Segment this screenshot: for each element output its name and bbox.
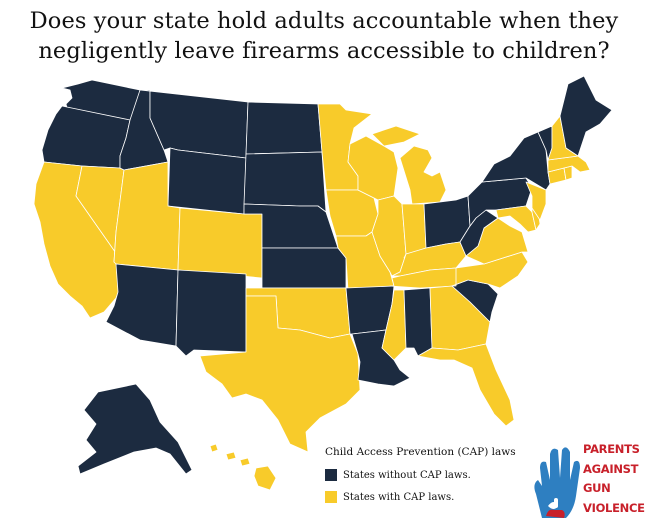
- legend-item-no-cap: States without CAP laws.: [325, 464, 525, 486]
- title-line-2: negligently leave firearms accessible to…: [38, 38, 610, 64]
- legend-swatch-no-cap: [325, 469, 337, 481]
- parents-against-gun-violence-logo: Parents Against Gun Violence: [528, 440, 646, 522]
- legend-label-no-cap: States without CAP laws.: [343, 469, 471, 481]
- state-sd: [243, 151, 327, 213]
- state-nj: [525, 181, 547, 221]
- logo-text: Parents Against Gun Violence: [583, 440, 647, 518]
- logo-line-2: Against: [583, 461, 639, 476]
- state-co: [177, 207, 263, 279]
- legend-title: Child Access Prevention (CAP) laws: [325, 446, 516, 458]
- state-wy: [167, 147, 247, 215]
- legend: Child Access Prevention (CAP) laws State…: [325, 446, 525, 508]
- title-line-1: Does your state hold adults accountable …: [29, 8, 619, 34]
- state-ks: [261, 247, 347, 289]
- map-title: Does your state hold adults accountable …: [0, 6, 648, 66]
- state-mi: [371, 125, 447, 205]
- state-nd: [245, 101, 323, 155]
- state-fl: [417, 343, 515, 427]
- logo-line-1: Parents: [583, 442, 640, 456]
- legend-label-cap: States with CAP laws.: [343, 491, 455, 503]
- state-al: [403, 287, 433, 357]
- state-hi: [209, 443, 277, 491]
- state-tx: [199, 295, 361, 453]
- state-nm: [175, 269, 247, 357]
- state-ak: [77, 383, 193, 475]
- state-md: [495, 205, 537, 233]
- state-ia: [325, 189, 379, 237]
- legend-item-cap: States with CAP laws.: [325, 486, 525, 508]
- legend-swatch-cap: [325, 491, 337, 503]
- state-ma: [547, 155, 591, 173]
- logo-line-4: Violence: [583, 500, 645, 515]
- state-az: [105, 263, 179, 347]
- logo-line-3: Gun: [583, 481, 611, 495]
- hand-icon: [534, 447, 580, 518]
- state-me: [559, 75, 613, 157]
